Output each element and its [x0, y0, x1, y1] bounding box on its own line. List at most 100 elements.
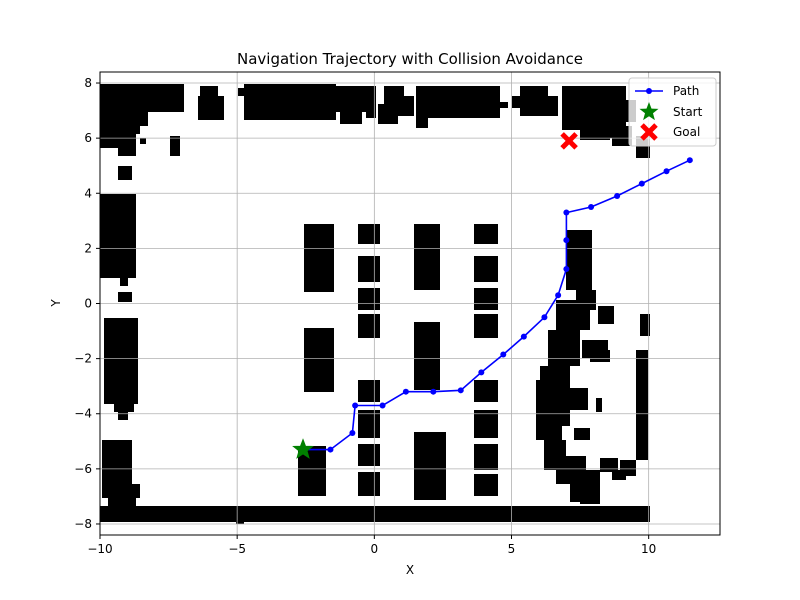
obstacle-block: [358, 256, 380, 282]
x-tick-label: 10: [641, 542, 656, 556]
obstacle-block: [104, 318, 138, 404]
obstacle-block: [200, 86, 218, 96]
legend: Path Start Goal: [628, 77, 717, 147]
obstacle-block: [474, 314, 498, 338]
y-tick-label: −6: [74, 462, 92, 476]
y-tick-label: 6: [84, 131, 92, 145]
path-point: [327, 446, 334, 453]
obstacle-block: [536, 380, 562, 440]
obstacle-block: [100, 506, 650, 522]
obstacle-block: [600, 458, 618, 472]
obstacle-block: [244, 84, 336, 120]
path-point: [520, 333, 527, 340]
path-point: [563, 266, 570, 273]
obstacle-block: [574, 428, 590, 440]
obstacle-block: [100, 126, 140, 134]
path-point: [638, 180, 645, 187]
obstacle-block: [170, 136, 180, 156]
legend-label-start: Start: [673, 105, 703, 119]
x-axis-label: X: [406, 563, 414, 577]
obstacle-block: [640, 314, 650, 336]
y-tick-label: 4: [84, 186, 92, 200]
obstacle-block: [416, 118, 428, 128]
obstacle-block: [102, 484, 140, 498]
obstacle-map: [100, 84, 650, 524]
path-point: [563, 237, 570, 244]
path-point: [352, 402, 359, 409]
legend-label-path: Path: [673, 84, 699, 98]
obstacle-block: [120, 278, 128, 286]
obstacle-block: [118, 148, 136, 156]
obstacle-block: [358, 314, 380, 338]
path-point: [349, 430, 356, 437]
obstacle-block: [474, 474, 498, 496]
path-point: [663, 168, 670, 175]
goal-marker: [560, 132, 578, 150]
obstacle-block: [358, 224, 380, 244]
obstacle-block: [358, 472, 380, 496]
path-point: [379, 402, 386, 409]
obstacle-block: [358, 380, 380, 402]
start-marker: [292, 438, 314, 459]
path-point: [588, 204, 595, 211]
path-layer: [292, 132, 693, 459]
y-tick-label: 8: [84, 76, 92, 90]
obstacle-block: [340, 112, 362, 124]
y-tick-label: −8: [74, 517, 92, 531]
obstacle-block: [358, 288, 380, 310]
legend-start-marker: [639, 102, 659, 121]
legend-path-marker: [646, 88, 652, 94]
obstacle-block: [236, 514, 244, 524]
obstacle-block: [570, 388, 588, 410]
y-axis-label: Y: [49, 299, 63, 308]
obstacle-block: [474, 444, 498, 470]
chart-title: Navigation Trajectory with Collision Avo…: [237, 50, 583, 68]
path-point: [457, 387, 464, 394]
legend-goal-marker: [640, 123, 658, 141]
obstacle-block: [612, 470, 626, 480]
obstacle-block: [398, 96, 414, 116]
y-tick-label: 0: [84, 297, 92, 311]
obstacle-block: [100, 134, 136, 148]
obstacle-block: [140, 138, 146, 144]
obstacle-block: [366, 86, 376, 118]
obstacle-block: [414, 322, 440, 390]
obstacle-block: [474, 288, 498, 310]
legend-label-goal: Goal: [673, 125, 700, 139]
y-tick-label: 2: [84, 241, 92, 255]
obstacle-block: [474, 410, 498, 438]
obstacle-block: [304, 328, 334, 392]
obstacle-block: [358, 444, 380, 466]
path-point: [541, 314, 548, 321]
obstacle-block: [598, 306, 614, 324]
y-tick-label: −2: [74, 352, 92, 366]
obstacle-block: [102, 440, 132, 484]
obstacle-block: [512, 96, 520, 108]
obstacle-block: [474, 256, 498, 282]
obstacle-block: [100, 112, 148, 126]
path-point: [500, 351, 507, 358]
obstacle-block: [114, 404, 134, 412]
x-tick-label: −5: [228, 542, 246, 556]
path-point: [563, 209, 570, 216]
path-point: [402, 388, 409, 395]
path-point: [430, 388, 437, 395]
obstacle-block: [416, 86, 500, 118]
obstacle-block: [590, 350, 610, 362]
path-point: [555, 292, 562, 299]
obstacle-block: [548, 330, 580, 366]
obstacle-block: [474, 224, 498, 244]
obstacle-block: [500, 102, 508, 108]
obstacle-block: [474, 380, 498, 402]
x-tick-label: 0: [371, 542, 379, 556]
obstacle-block: [612, 126, 632, 146]
obstacle-block: [378, 104, 398, 124]
obstacle-block: [304, 224, 334, 292]
legend-goal-marker-stroke: [640, 123, 658, 141]
goal-marker-stroke: [560, 132, 578, 150]
obstacle-block: [580, 130, 610, 140]
obstacle-block: [100, 194, 136, 278]
x-tick-label: 5: [508, 542, 516, 556]
obstacle-block: [118, 166, 132, 180]
obstacle-block: [118, 412, 128, 420]
